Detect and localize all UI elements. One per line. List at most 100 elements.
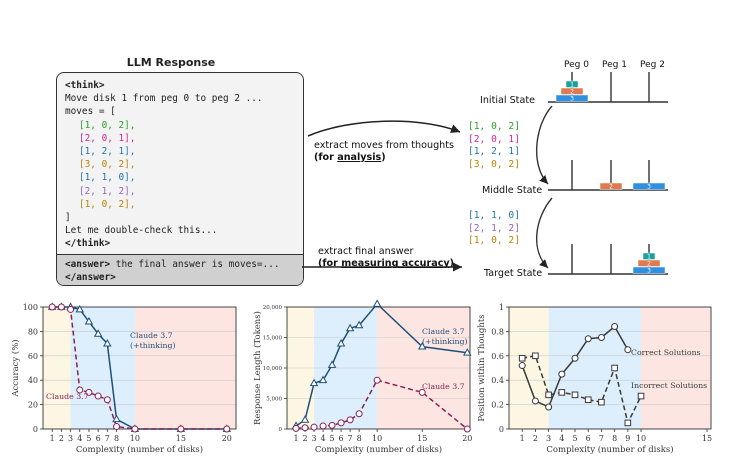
think-open-tag: <think> xyxy=(65,80,105,91)
hanoi-disk xyxy=(632,266,666,274)
data-point xyxy=(67,305,75,313)
move-line: [1, 0, 2], xyxy=(79,198,136,210)
data-point xyxy=(327,360,337,368)
data-point xyxy=(545,403,553,411)
data-point xyxy=(518,362,526,370)
hanoi-disk xyxy=(637,259,661,267)
data-point xyxy=(372,299,382,307)
data-point xyxy=(75,304,85,313)
y-tick-label: 10,000 xyxy=(263,366,283,372)
hanoi-disk-number: 3 xyxy=(647,184,651,191)
data-point xyxy=(328,421,336,429)
y-tick-label: 100 xyxy=(23,303,38,312)
data-point xyxy=(597,334,605,341)
y-tick-label: 0.2 xyxy=(491,401,504,410)
data-point xyxy=(309,378,319,387)
series-line xyxy=(522,354,642,426)
x-tick-label: 1 xyxy=(520,434,525,443)
data-point xyxy=(292,424,300,432)
x-tick-label: 20 xyxy=(222,434,232,443)
hanoi-disk xyxy=(642,252,656,260)
x-tick-label: 3 xyxy=(68,434,73,443)
y-tick-label: 40 xyxy=(28,376,38,385)
x-tick-label: 8 xyxy=(114,434,119,443)
llm-response-title: LLM Response xyxy=(126,56,216,69)
x-tick-label: 6 xyxy=(339,434,344,443)
y-axis-label: Position within Thoughts xyxy=(477,314,487,421)
data-point xyxy=(532,352,539,360)
data-point xyxy=(373,376,381,384)
llm-response-box: <think> Move disk 1 from peg 0 to peg 2 … xyxy=(56,72,304,286)
x-tick-label: 4 xyxy=(559,434,564,443)
x-tick-label: 7 xyxy=(599,434,604,443)
thoughts-caption: extract moves from thoughts (for analysi… xyxy=(314,140,454,164)
data-point xyxy=(76,386,84,394)
y-axis-label: Accuracy (%) xyxy=(10,339,21,397)
x-tick-label: 15 xyxy=(176,434,186,443)
data-point xyxy=(319,422,327,430)
data-point xyxy=(558,389,566,396)
data-point xyxy=(94,392,102,400)
hanoi-disk xyxy=(565,80,579,88)
data-point xyxy=(584,396,592,404)
state-arrow-1 xyxy=(536,105,553,185)
series-label: Claude 3.7 xyxy=(130,331,173,340)
extracted-move: [2, 1, 2] xyxy=(468,222,520,234)
data-point xyxy=(85,388,93,396)
x-tick-label: 10 xyxy=(130,434,140,443)
series-label: Claude 3.7 xyxy=(422,382,465,391)
peg-label-1: Peg 1 xyxy=(602,60,627,70)
move-line: [2, 1, 2], xyxy=(79,185,136,197)
data-point xyxy=(571,354,579,362)
extracted-move: [3, 0, 2] xyxy=(468,158,520,170)
hanoi-disk xyxy=(560,87,584,95)
x-tick-label: 6 xyxy=(586,434,591,443)
y-tick-label: 0 xyxy=(33,425,38,434)
x-tick-label: 1 xyxy=(50,434,55,443)
state-label-initial: Initial State xyxy=(480,95,535,106)
hanoi-disk-number: 2 xyxy=(609,184,613,191)
thoughts-caption-line1: extract moves from thoughts xyxy=(314,140,455,151)
series-label: (+thinking) xyxy=(422,337,468,346)
y-tick-label: 20,000 xyxy=(263,305,283,311)
hanoi-disk-number: 2 xyxy=(570,89,574,96)
x-tick-label: 3 xyxy=(311,434,316,443)
state-arrow-2 xyxy=(536,197,553,269)
x-tick-label: 2 xyxy=(59,434,64,443)
data-point xyxy=(300,415,310,423)
hanoi-disk-number: 3 xyxy=(647,268,651,275)
moves-list: [1, 0, 2], [2, 0, 1], [1, 2, 1], [3, 0, 2],… xyxy=(65,119,303,211)
data-point xyxy=(318,375,328,384)
complexity-band xyxy=(548,307,642,429)
x-tick-label: 8 xyxy=(612,434,617,443)
hanoi-disk xyxy=(599,182,623,190)
y-tick-label: 0.4 xyxy=(491,376,504,385)
y-tick-label: 60 xyxy=(28,352,38,361)
x-tick-label: 5 xyxy=(86,434,91,443)
data-point xyxy=(112,414,121,423)
y-tick-label: 20 xyxy=(28,401,38,410)
y-tick-label: 80 xyxy=(28,327,38,336)
x-tick-label: 3 xyxy=(546,434,551,443)
extracted-move: [1, 1, 0] xyxy=(468,210,520,221)
x-tick-label: 10 xyxy=(636,434,646,443)
y-tick-label: 0.8 xyxy=(491,327,504,336)
answer-section: <answer> the final answer is moves=... <… xyxy=(57,254,303,285)
y-axis-label: Response Length (Tokens) xyxy=(252,311,263,425)
data-point xyxy=(611,364,618,372)
x-tick-label: 7 xyxy=(105,434,110,443)
data-point xyxy=(93,329,103,337)
data-point xyxy=(531,397,539,405)
x-tick-label: 2 xyxy=(302,434,307,443)
x-tick-label: 7 xyxy=(348,434,353,443)
data-point xyxy=(418,388,426,396)
x-axis-label: Complexity (number of disks) xyxy=(546,444,673,455)
x-tick-label: 20 xyxy=(462,434,472,443)
y-tick-label: 1 xyxy=(499,303,504,312)
state-label-middle: Middle State xyxy=(482,185,543,196)
move-line: [1, 2, 1], xyxy=(79,146,136,158)
data-point xyxy=(611,323,619,331)
thoughts-arrow xyxy=(307,120,461,137)
thoughts-caption-prefix: (for xyxy=(314,152,338,163)
